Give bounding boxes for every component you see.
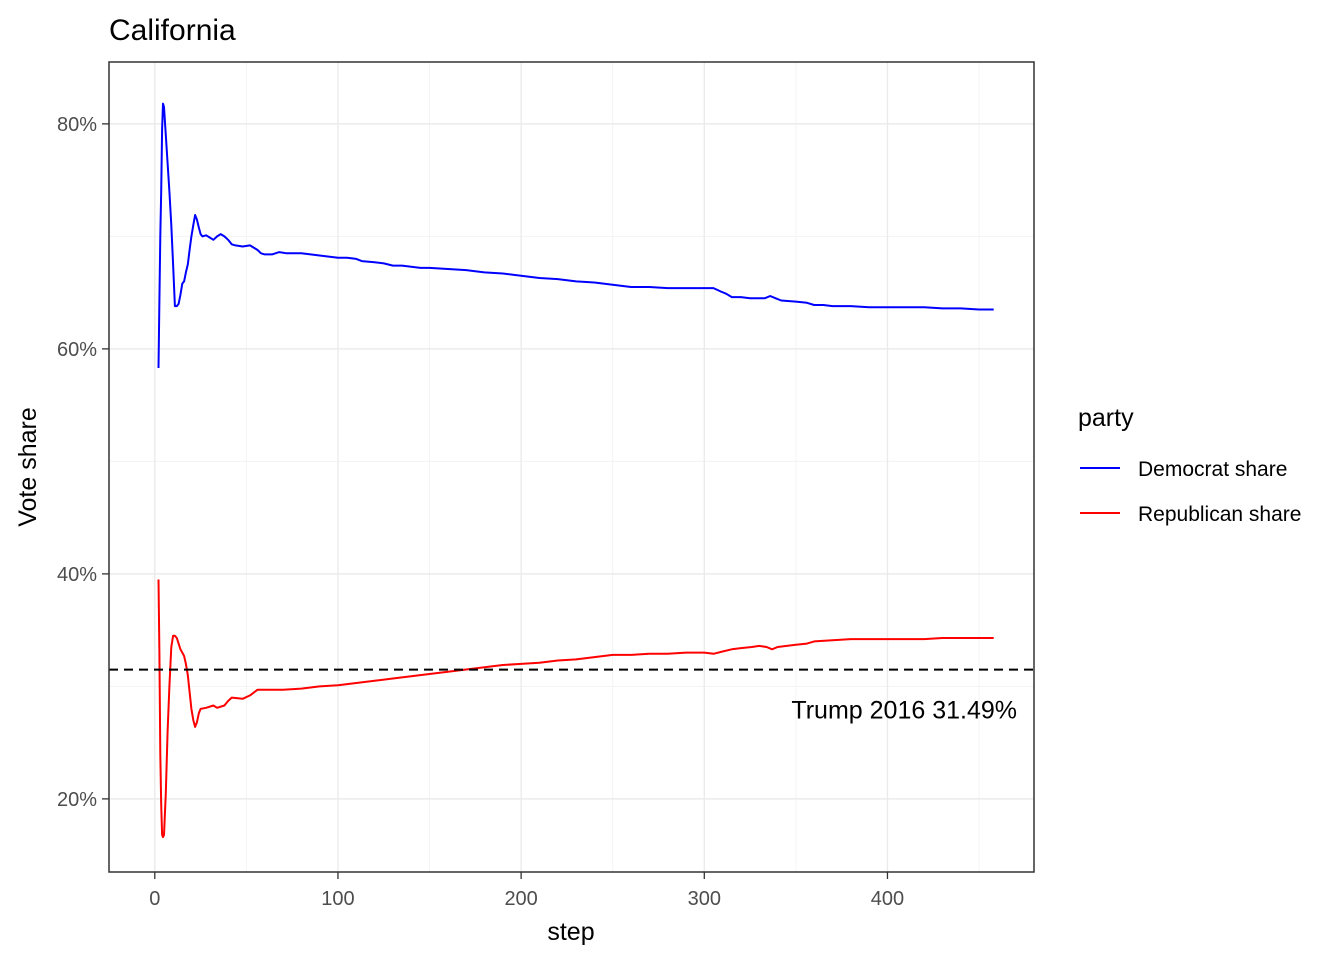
legend-label-republican: Republican share (1138, 503, 1301, 526)
panel-border (108, 61, 1035, 873)
series-line-democrat (157, 102, 994, 369)
x-tick-label: 100 (321, 888, 354, 910)
y-axis: 20% 40% 60% 80% (57, 114, 109, 811)
legend-item-republican: Republican share (1080, 503, 1301, 526)
x-tick-label: 400 (871, 888, 904, 910)
y-axis-title: Vote share (14, 407, 42, 527)
legend: party Democrat share Republican share (1078, 404, 1301, 526)
x-axis: 0 100 200 300 400 (149, 872, 904, 910)
x-tick-label: 0 (149, 888, 160, 910)
x-tick-label: 200 (504, 888, 537, 910)
chart-title: California (109, 14, 236, 47)
legend-item-democrat: Democrat share (1080, 458, 1287, 481)
x-tick-label: 300 (688, 888, 721, 910)
y-tick-label: 60% (57, 339, 97, 361)
reference-line-label: Trump 2016 31.49% (791, 697, 1017, 725)
series-layer (157, 102, 994, 839)
major-gridlines (109, 62, 1034, 872)
series-line-republican (157, 579, 994, 839)
y-tick-label: 20% (57, 789, 97, 811)
minor-gridlines (109, 62, 1034, 872)
panel-background (109, 62, 1034, 872)
legend-label-democrat: Democrat share (1138, 458, 1287, 481)
y-tick-label: 40% (57, 564, 97, 586)
x-axis-title: step (547, 918, 594, 946)
legend-title: party (1078, 404, 1134, 432)
y-tick-label: 80% (57, 114, 97, 136)
plot-panel: Trump 2016 31.49% (108, 61, 1035, 873)
